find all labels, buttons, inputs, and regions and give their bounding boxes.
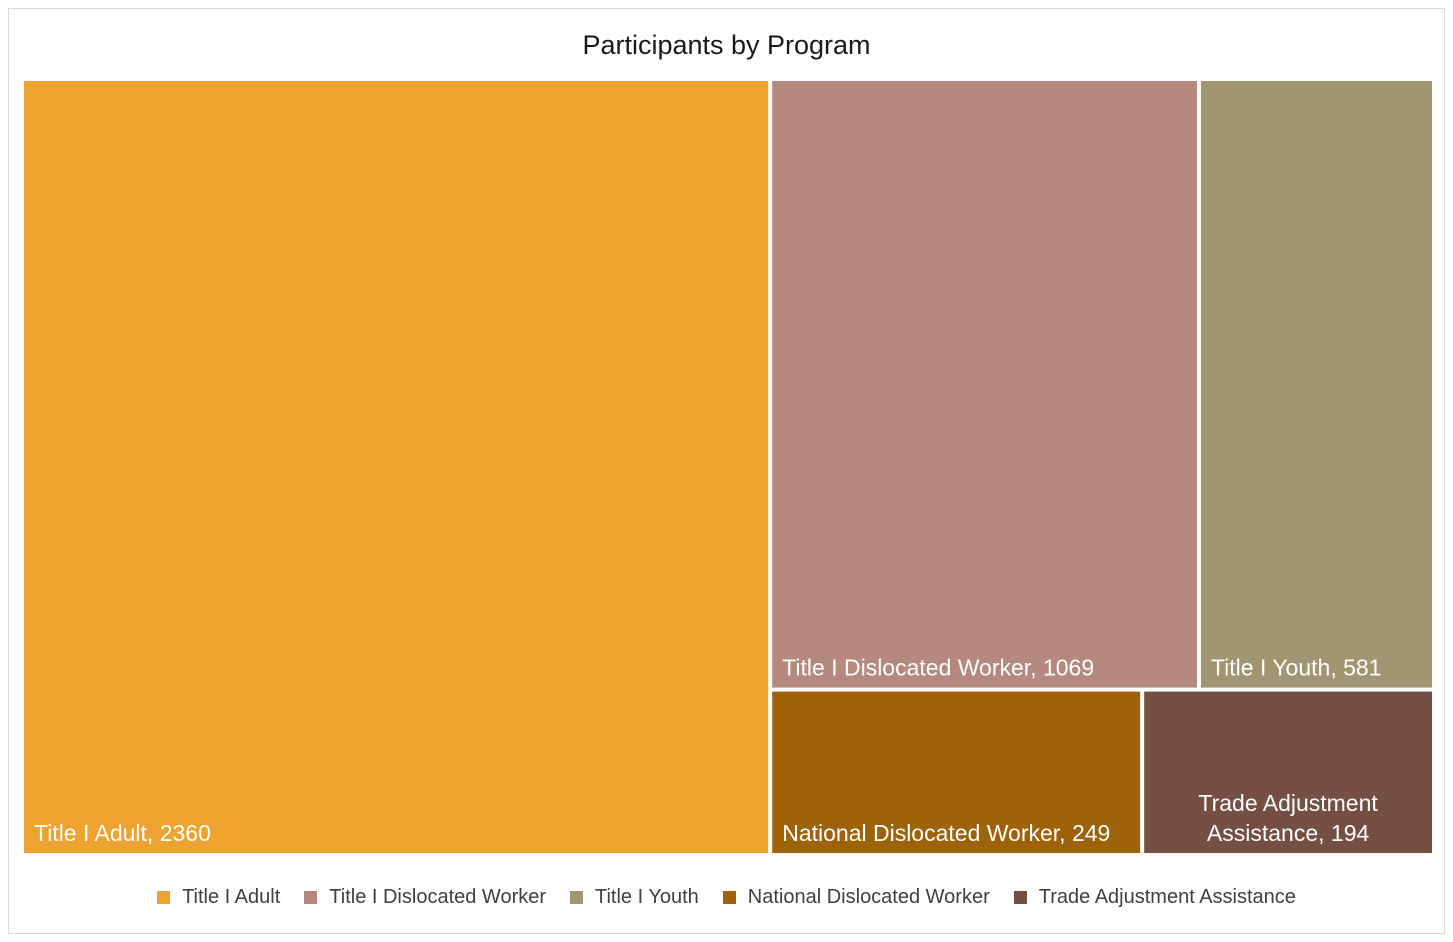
treemap-tile-5 xyxy=(1144,691,1432,853)
legend-label-2: Title I Dislocated Worker xyxy=(329,886,547,908)
legend-swatch-3 xyxy=(570,891,584,904)
legend-swatch-4 xyxy=(722,891,736,904)
legend-swatch-5 xyxy=(1013,891,1027,904)
legend-item-3: Title I Youth xyxy=(570,886,699,909)
legend-label-1: Title I Adult xyxy=(182,886,281,908)
legend-item-4: National Dislocated Worker xyxy=(722,886,990,909)
treemap-label-1: Title I Adult, 2360 xyxy=(34,820,211,846)
chart-legend: Title I Adult Title I Dislocated Worker Ti… xyxy=(0,886,1453,909)
treemap-label-5: Trade Adjustment Assistance, 194 xyxy=(1198,790,1378,846)
legend-label-5: Trade Adjustment Assistance xyxy=(1038,886,1296,908)
legend-item-5: Trade Adjustment Assistance xyxy=(1013,886,1296,909)
treemap-tile-2 xyxy=(772,81,1197,688)
treemap-tile-4 xyxy=(772,691,1141,853)
treemap-tile-1 xyxy=(24,81,769,853)
legend-swatch-1 xyxy=(157,891,171,904)
legend-swatch-2 xyxy=(304,891,318,904)
treemap-tile-3 xyxy=(1200,81,1432,688)
treemap-label-4: National Dislocated Worker, 249 xyxy=(782,820,1110,846)
treemap-label-3: Title I Youth, 581 xyxy=(1211,655,1382,681)
legend-label-4: National Dislocated Worker xyxy=(747,886,990,908)
treemap-label-2: Title I Dislocated Worker, 1069 xyxy=(782,655,1094,681)
legend-item-2: Title I Dislocated Worker xyxy=(304,886,546,909)
chart-title: Participants by Program xyxy=(582,30,871,60)
legend-item-1: Title I Adult xyxy=(157,886,280,909)
legend-label-3: Title I Youth xyxy=(595,886,699,908)
